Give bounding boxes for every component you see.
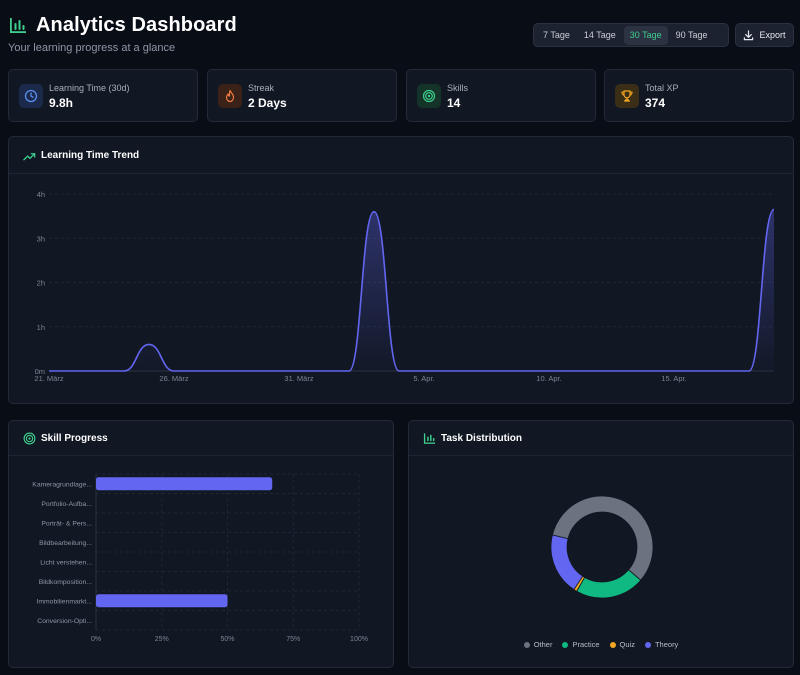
range-14-days-button[interactable]: 14 Tage <box>583 29 616 40</box>
legend-item-practice: Practice <box>562 640 600 649</box>
category-label: Bildbearbeitung... <box>39 540 92 547</box>
range-7-days-button[interactable]: 7 Tage <box>543 29 570 40</box>
legend-item-theory: Theory <box>644 640 679 649</box>
category-label: Immobilienmarkt... <box>36 598 92 605</box>
x-tick-label: 25% <box>155 636 169 643</box>
x-tick-label: 0% <box>91 636 101 643</box>
legend-swatch <box>644 641 651 648</box>
export-label: Export <box>759 30 786 40</box>
y-tick-label: 2h <box>37 279 45 288</box>
category-label: Bildkomposition... <box>39 579 92 586</box>
learning-time-trend-chart: 0m 1h 2h 3h 4h 21. März 26. März 31. März 5. Apr… <box>34 190 775 383</box>
target-icon <box>417 84 441 108</box>
skill-bar <box>96 477 273 491</box>
legend-item-other: Other <box>523 640 553 649</box>
donut-slice-theory <box>550 534 584 591</box>
bar-chart-icon <box>423 433 436 444</box>
stat-value: 9.8h <box>49 96 74 110</box>
x-tick-label: 75% <box>286 636 300 643</box>
legend-label: Other <box>533 640 553 649</box>
x-tick-label: 31. März <box>284 374 313 383</box>
range-30-days-button[interactable]: 30 Tage <box>623 25 668 45</box>
legend-label: Theory <box>654 640 679 649</box>
stat-label: Total XP <box>645 83 679 93</box>
y-tick-label: 4h <box>37 190 45 199</box>
x-tick-label: 5. Apr. <box>413 374 434 383</box>
category-label: Conversion-Opti... <box>37 618 92 625</box>
x-tick-label: 10. Apr. <box>536 374 561 383</box>
legend-item-quiz: Quiz <box>609 640 635 649</box>
x-tick-label: 50% <box>220 636 234 643</box>
y-tick-label: 1h <box>37 323 45 332</box>
category-label: Kameragrundlage... <box>32 481 92 488</box>
x-tick-label: 100% <box>350 636 368 643</box>
area-fill <box>49 209 774 371</box>
x-tick-label: 15. Apr. <box>661 374 686 383</box>
donut-slice-practice <box>576 569 642 599</box>
skill-progress-panel: Skill Progress 0% 25% 50% 75% 100% Kameragrun… <box>8 420 394 668</box>
stat-label: Skills <box>447 83 469 93</box>
panel-title: Task Distribution <box>441 433 522 444</box>
skill-progress-chart: 0% 25% 50% 75% 100% Kameragrundlage... Portfol… <box>32 473 368 643</box>
trophy-icon <box>615 84 639 108</box>
chart-legend: Other Practice Quiz Theory <box>409 640 793 649</box>
flame-icon <box>218 84 242 108</box>
bar-chart-icon <box>10 18 26 33</box>
range-90-days-button[interactable]: 90 Tage <box>675 29 708 40</box>
clock-icon <box>19 84 43 108</box>
legend-label: Practice <box>572 640 600 649</box>
stat-value: 14 <box>447 96 461 110</box>
legend-swatch <box>523 641 530 648</box>
y-tick-label: 3h <box>37 234 45 243</box>
category-label: Porträt- & Pers... <box>41 520 92 527</box>
x-tick-label: 21. März <box>34 374 63 383</box>
download-icon <box>744 29 754 40</box>
task-distribution-panel: Task Distribution Other Practice Quiz Theor… <box>408 420 794 668</box>
legend-swatch <box>609 641 616 648</box>
panel-title: Learning Time Trend <box>41 150 140 161</box>
category-label: Licht verstehen... <box>40 559 92 566</box>
learning-time-trend-panel: Learning Time Trend 0m 1h 2h 3h 4h 21. März 26… <box>8 136 794 404</box>
stat-card-learning-time: Learning Time (30d) 9.8h <box>8 69 198 122</box>
export-button[interactable]: Export <box>735 23 794 47</box>
series-line <box>49 208 775 372</box>
stat-value: 2 Days <box>248 96 287 110</box>
legend-swatch <box>562 641 569 648</box>
task-distribution-chart <box>550 495 654 599</box>
stat-label: Streak <box>248 83 275 93</box>
stat-card-streak: Streak 2 Days <box>207 69 397 122</box>
stat-card-skills: Skills 14 <box>406 69 596 122</box>
category-label: Portfolio-Aufba... <box>41 501 92 508</box>
x-tick-label: 26. März <box>159 374 188 383</box>
legend-label: Quiz <box>619 640 635 649</box>
panel-title: Skill Progress <box>41 433 108 444</box>
trending-up-icon <box>23 153 36 161</box>
target-icon <box>23 432 36 445</box>
stat-value: 374 <box>645 96 666 110</box>
page-subtitle: Your learning progress at a glance <box>8 42 176 54</box>
time-range-selector: 7 Tage 14 Tage 30 Tage 90 Tage <box>533 23 729 47</box>
stat-card-total-xp: Total XP 374 <box>604 69 794 122</box>
skill-bar <box>96 594 228 608</box>
stat-label: Learning Time (30d) <box>49 83 130 93</box>
donut-slice-other <box>551 495 654 581</box>
page-title: Analytics Dashboard <box>36 14 237 36</box>
y-tick-label: 0m <box>35 367 45 376</box>
